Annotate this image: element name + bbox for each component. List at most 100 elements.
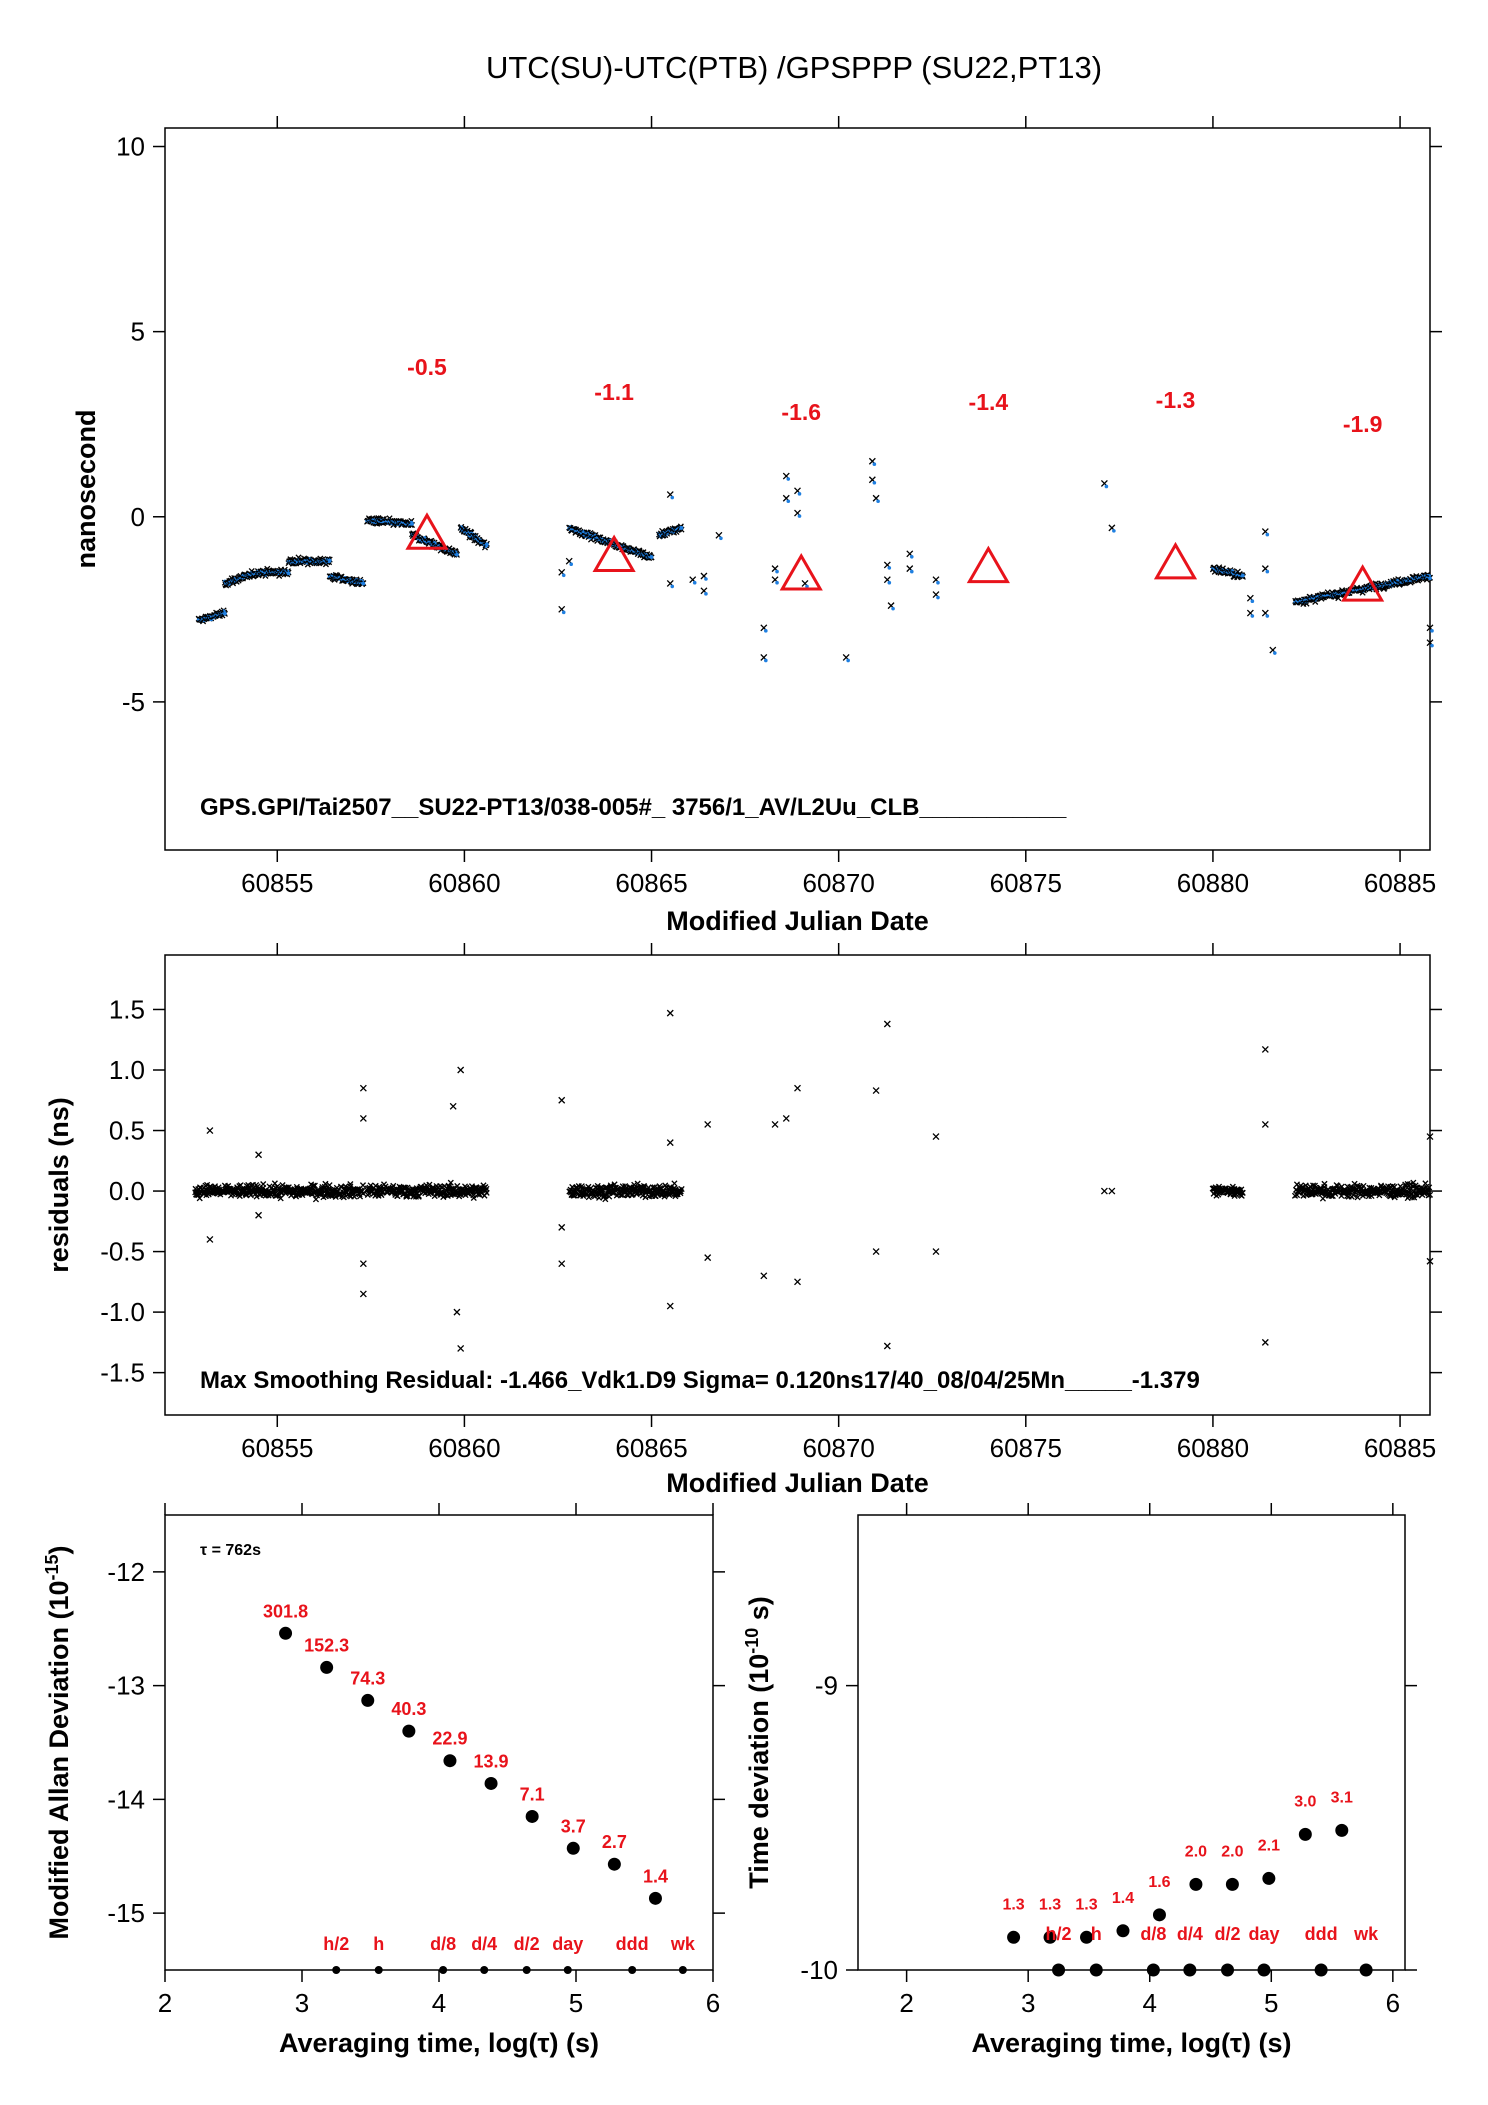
time-marker [563, 1966, 572, 1974]
footnote: Max Smoothing Residual: -1.466_Vdk1.D9 S… [200, 1367, 1200, 1394]
time-marker [1257, 1963, 1271, 1977]
tdev-value-label: 3.0 [1294, 1793, 1316, 1810]
residual-point [666, 1139, 674, 1147]
tdev-value-label: 2.0 [1185, 1843, 1207, 1860]
x-tick-label: 60865 [615, 1433, 687, 1463]
mdev-value-label: 74.3 [350, 1668, 385, 1688]
smoothed-point [692, 580, 697, 585]
y-tick-label: 0 [131, 502, 145, 532]
residual-point [206, 1236, 214, 1243]
y-tick-label: 1.0 [109, 1055, 145, 1085]
y-tick-label: -12 [107, 1557, 145, 1587]
time-marker-label: day [1248, 1924, 1279, 1944]
daily-mean-label: -1.3 [1156, 387, 1196, 413]
mdev-value-label: 2.7 [602, 1832, 627, 1852]
smoothed-point [764, 629, 768, 633]
x-tick-label: 60875 [990, 1433, 1062, 1463]
residual-point [794, 1084, 801, 1092]
residual-point [558, 1096, 566, 1104]
tdev-value-label: 1.6 [1148, 1874, 1170, 1891]
residual-point [666, 1302, 674, 1310]
smoothed-point [455, 552, 459, 557]
plot-frame [164, 127, 1431, 851]
residual-point [651, 1184, 658, 1191]
time-marker-label: h [373, 1934, 384, 1954]
residual-point [1238, 1186, 1245, 1193]
residual-point [359, 1290, 367, 1298]
residual-point [704, 1254, 712, 1262]
x-tick-label: 3 [295, 1988, 309, 2018]
residual-point [359, 1260, 367, 1268]
mdev-value-label: 301.8 [263, 1601, 308, 1621]
smoothed-point [1265, 532, 1270, 537]
panel-mdev: 2 3 4 5 6 -15 -14 -13 -12 Averaging time, log(τ) … [42, 1503, 725, 2058]
smoothed-point [410, 522, 414, 526]
panel-residuals: 60855 60860 60865 60870 60875 60880 60885 -1.5 -… [44, 943, 1442, 1498]
smoothed-point [1250, 614, 1255, 618]
residual-point [394, 1193, 401, 1200]
time-marker-label: d/2 [1215, 1924, 1241, 1944]
tdev-point [1007, 1930, 1021, 1944]
residual-point [483, 1185, 490, 1192]
smoothed-point [936, 595, 940, 600]
mdev-value-label: 1.4 [643, 1866, 668, 1886]
x-tick-label: 60860 [428, 868, 500, 898]
smoothed-point [797, 514, 802, 518]
smoothed-point [786, 499, 791, 504]
y-tick-label: -15 [107, 1898, 145, 1928]
residual-point [1360, 1182, 1367, 1190]
x-tick-label: 60870 [803, 1433, 875, 1463]
smoothed-point [887, 580, 892, 585]
smoothed-point [1273, 651, 1277, 655]
panel-offset: 60855 60860 60865 60870 60875 60880 60885 -5 0 5 1… [71, 116, 1442, 936]
y-tick-label: -13 [107, 1671, 145, 1701]
daily-mean-triangle [592, 534, 636, 572]
panel-tdev: 2 3 4 5 6 -10 -9 Averaging time, log(τ) (s) Time… [742, 1503, 1417, 2058]
daily-mean-label: -1.1 [594, 379, 634, 405]
tdev-value-label: 2.0 [1221, 1843, 1243, 1860]
x-tick-label: 60865 [615, 868, 687, 898]
residual-point [206, 1127, 214, 1134]
mdev-point [566, 1841, 580, 1855]
residual-point [671, 1180, 678, 1187]
y-tick-label: -5 [122, 687, 145, 717]
smoothed-point [1428, 576, 1432, 581]
y-tick-label: -14 [107, 1784, 145, 1814]
residual-point [591, 1193, 598, 1200]
smoothed-point [704, 592, 708, 596]
mdev-value-label: 40.3 [391, 1699, 426, 1719]
x-tick-label: 2 [899, 1988, 913, 2018]
y-tick-label: -1.5 [100, 1358, 145, 1388]
tdev-value-label: 1.3 [1075, 1896, 1097, 1913]
x-axis-label: Averaging time, log(τ) (s) [971, 2028, 1291, 2058]
tdev-value-label: 1.3 [1039, 1896, 1061, 1913]
tau-note: τ = 762s [200, 1542, 261, 1559]
x-tick-label: 60870 [803, 868, 875, 898]
residual-point [457, 1344, 465, 1352]
time-marker [1221, 1963, 1235, 1977]
time-marker-label: d/8 [430, 1934, 456, 1954]
residual-point [883, 1342, 891, 1350]
residual-point [932, 1248, 940, 1256]
y-tick-label: 5 [131, 317, 145, 347]
x-tick-label: 60855 [241, 1433, 313, 1463]
mdev-point [525, 1809, 539, 1823]
residual-point [1261, 1121, 1269, 1128]
smoothed-point [909, 554, 914, 559]
residual-point [449, 1102, 457, 1110]
smoothed-point [786, 477, 791, 481]
plot-frame [857, 1514, 1406, 1971]
y-tick-label: -0.5 [100, 1237, 145, 1267]
y-tick-label: 0.0 [109, 1176, 145, 1206]
x-tick-label: 6 [706, 1988, 720, 2018]
residual-point [243, 1192, 250, 1199]
tdev-value-label: 1.3 [1002, 1896, 1024, 1913]
y-tick-label: -9 [815, 1671, 838, 1701]
time-marker-label: h [1091, 1924, 1102, 1944]
residual-point [322, 1180, 329, 1187]
smoothed-point [909, 569, 914, 574]
smoothed-point [887, 566, 892, 570]
residual-point [236, 1192, 243, 1200]
tdev-value-label: 1.4 [1112, 1890, 1134, 1907]
time-marker-label: h/2 [323, 1934, 349, 1954]
